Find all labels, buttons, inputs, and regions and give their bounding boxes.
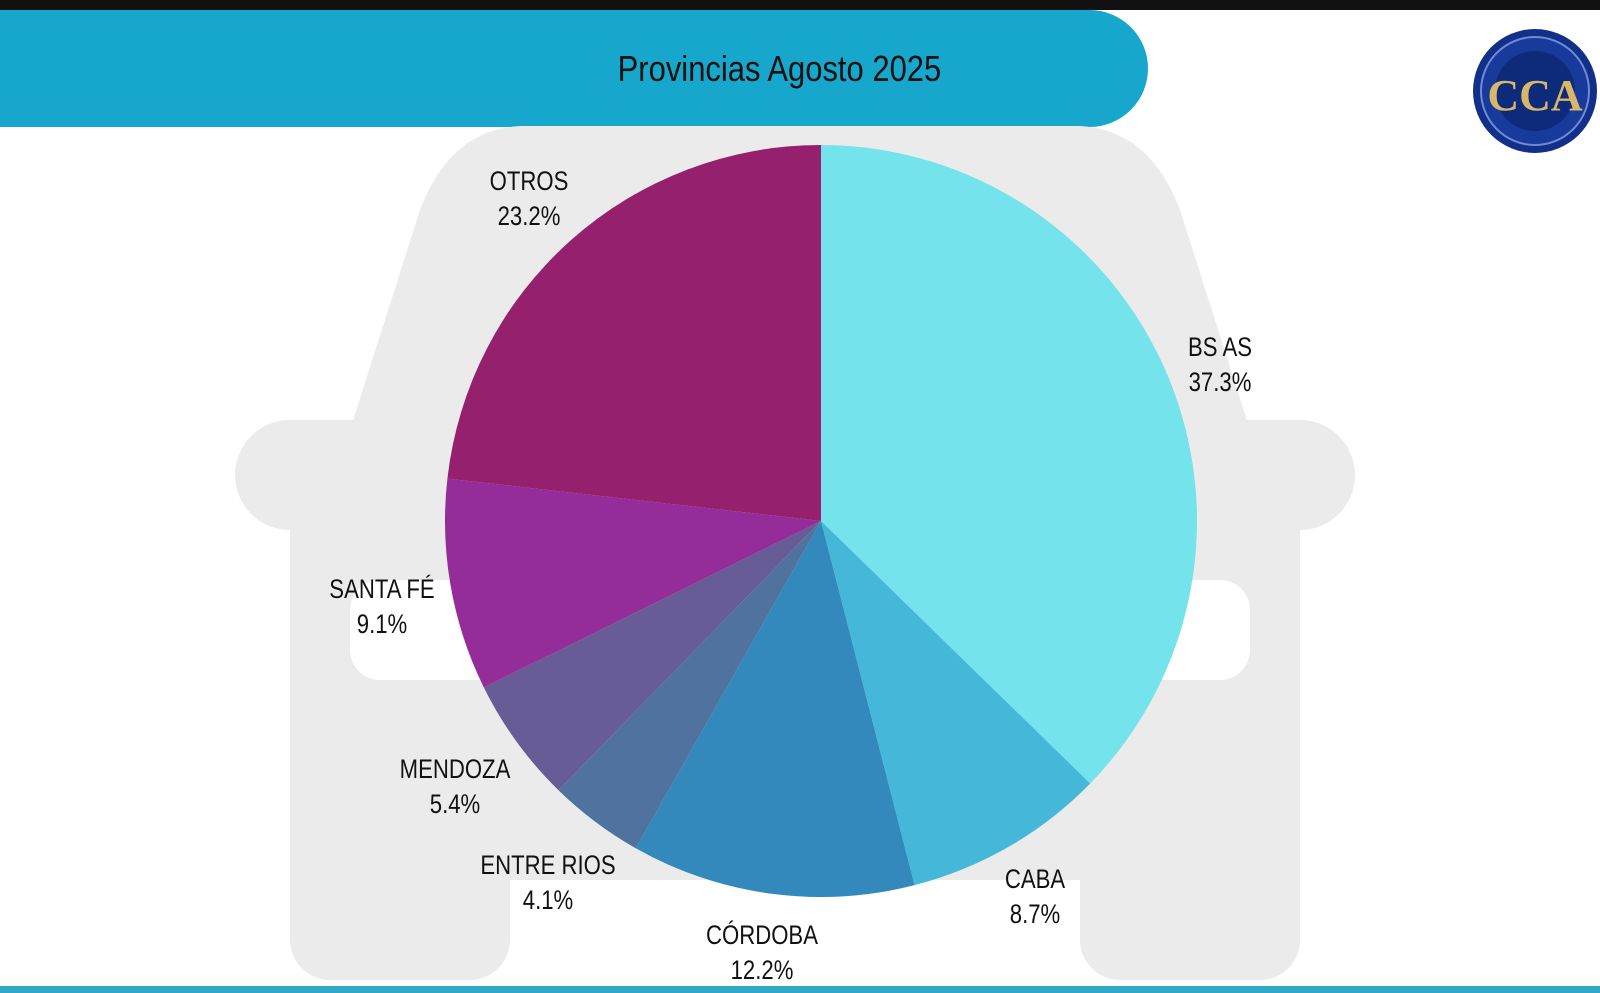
slice-label-name: CABA xyxy=(1004,864,1066,894)
slice-label: SANTA FÉ 9.1% xyxy=(329,572,434,642)
pie-slice-caba xyxy=(821,521,1091,886)
slice-label-name: ENTRE RIOS xyxy=(480,850,616,880)
slice-label-name: CÓRDOBA xyxy=(706,920,818,950)
slice-label: ENTRE RIOS 4.1% xyxy=(480,848,615,918)
pie-slice-bs-as xyxy=(821,145,1197,784)
slice-label-value: 9.1% xyxy=(356,609,408,639)
pie-slice-mendoza xyxy=(483,521,821,791)
slice-label-name: BS AS xyxy=(1188,332,1252,362)
slice-label-value: 23.2% xyxy=(497,201,561,231)
slice-label-value: 8.7% xyxy=(1009,899,1061,929)
slice-label: CABA 8.7% xyxy=(1005,862,1065,932)
title-banner xyxy=(0,10,1148,127)
slice-label: BS AS 37.3% xyxy=(1188,330,1252,400)
bottom-strip xyxy=(0,986,1600,993)
slice-label: CÓRDOBA 12.2% xyxy=(706,918,818,988)
slice-label-value: 4.1% xyxy=(522,885,574,915)
slice-label-name: MENDOZA xyxy=(399,754,511,784)
slice-label-value: 37.3% xyxy=(1188,367,1252,397)
svg-text:CCA: CCA xyxy=(1487,71,1583,120)
slice-label-value: 12.2% xyxy=(730,955,794,985)
pie-slice-entre-rios xyxy=(558,521,821,849)
slice-label-name: OTROS xyxy=(489,166,569,196)
top-strip xyxy=(0,0,1600,10)
pie-slice-otros xyxy=(447,144,821,521)
slice-label-value: 5.4% xyxy=(429,789,481,819)
slice-label-name: SANTA FÉ xyxy=(329,574,435,604)
slice-label: MENDOZA 5.4% xyxy=(400,752,511,822)
pie-slice-santa-f- xyxy=(445,478,821,688)
pie-slice-c-rdoba xyxy=(635,521,915,897)
slice-label: OTROS 23.2% xyxy=(490,164,569,234)
page-title: Provincias Agosto 2025 xyxy=(617,47,942,89)
cca-logo-icon: CCA xyxy=(1473,29,1597,153)
